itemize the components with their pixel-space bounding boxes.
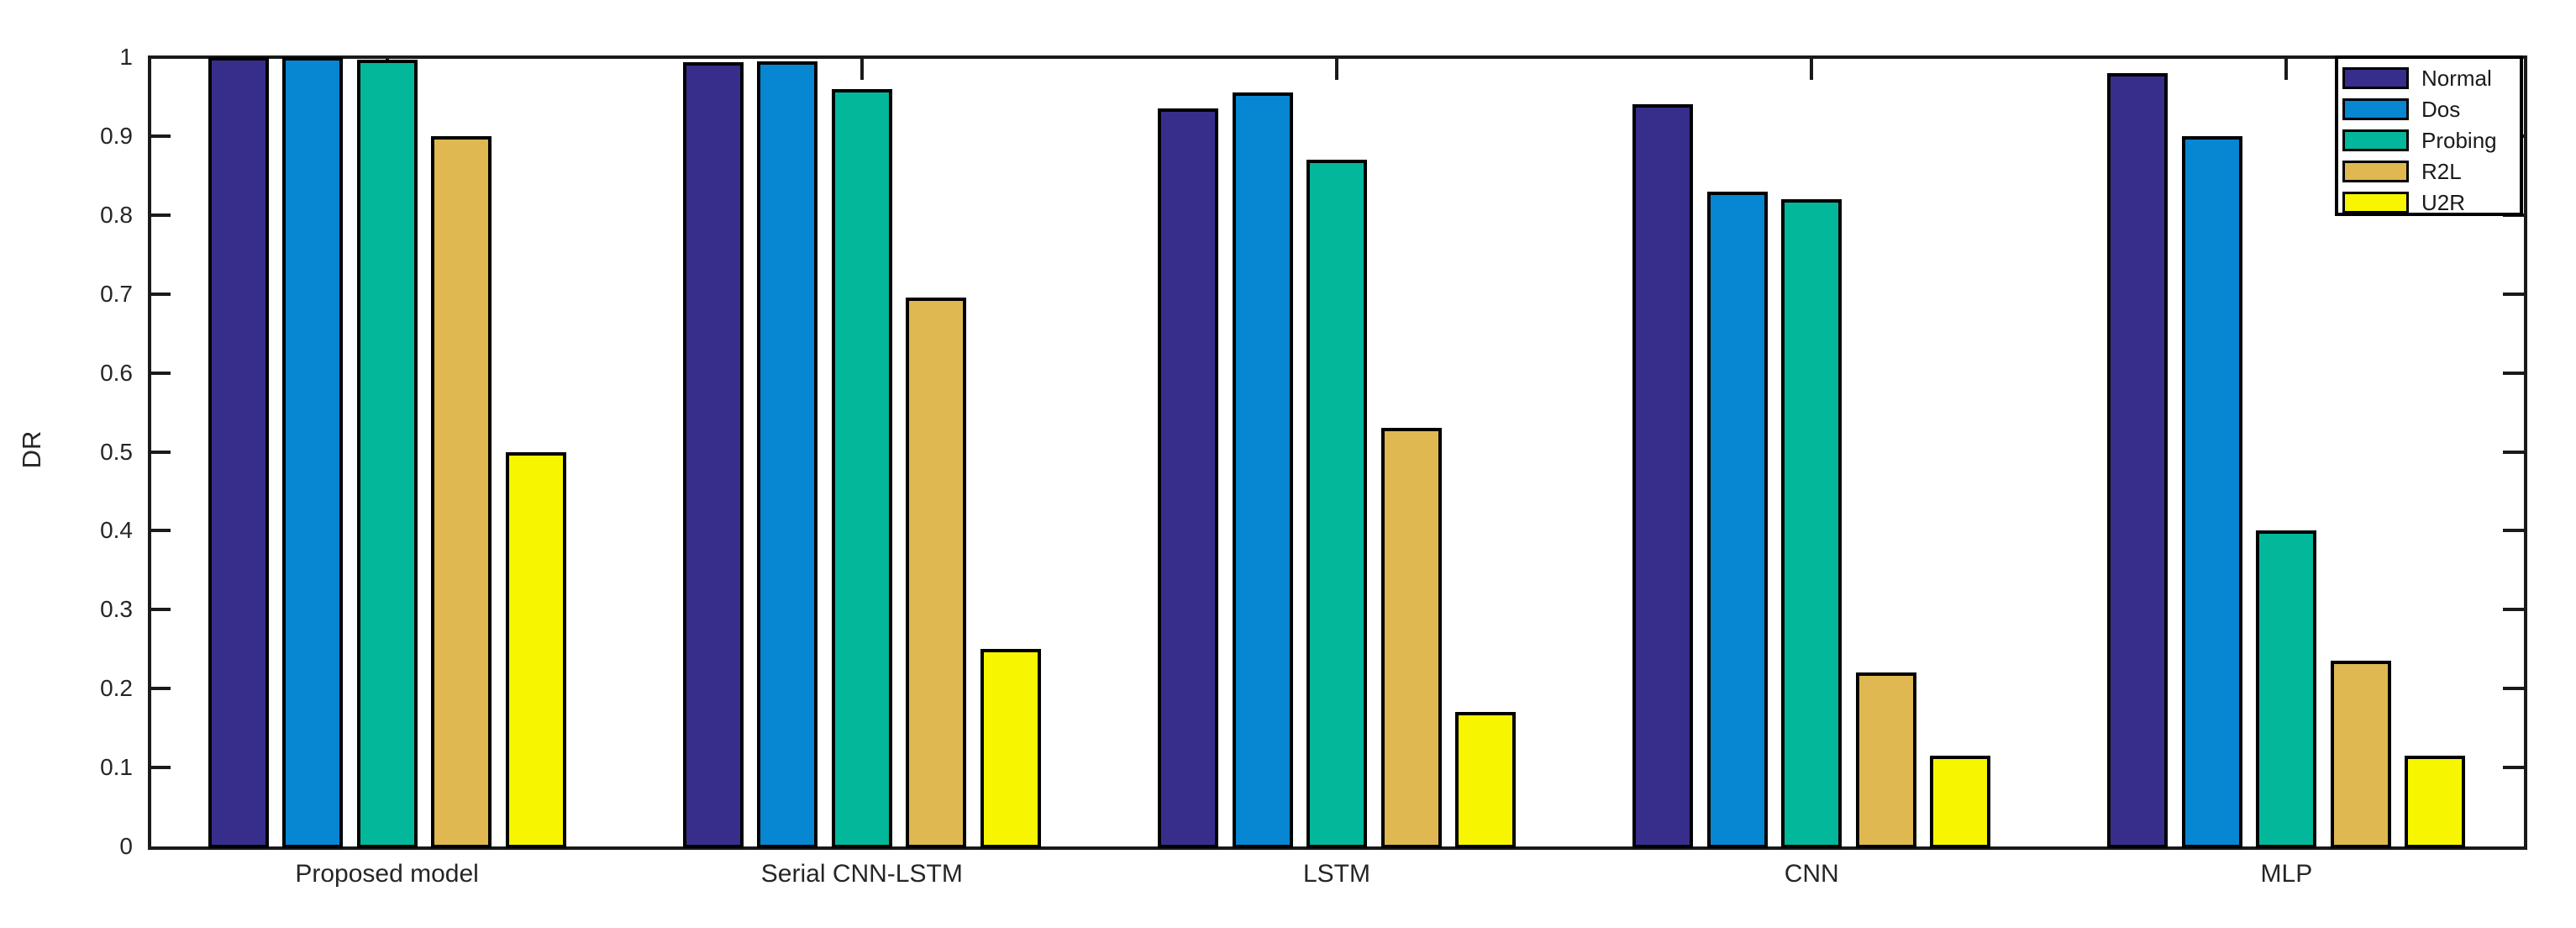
bar-probing-2: [831, 88, 892, 848]
x-tick-top: [860, 59, 864, 80]
bar-normal-5: [2107, 72, 2169, 848]
bar-probing-4: [1781, 199, 1843, 848]
x-tick-top: [1335, 59, 1338, 80]
legend-item-u2r: U2R: [2342, 190, 2519, 215]
y-tick-label: 1: [119, 44, 133, 70]
legend-item-r2l: R2L: [2342, 159, 2519, 184]
bar-r2l-1: [431, 135, 492, 848]
legend-swatch-r2l: [2342, 161, 2409, 182]
y-tick-right: [2503, 766, 2524, 770]
y-tick-left: [150, 529, 171, 533]
bar-dos-2: [757, 61, 818, 848]
bar-u2r-5: [2405, 756, 2466, 848]
bar-r2l-3: [1380, 428, 1442, 848]
y-tick-label: 0.9: [100, 122, 133, 149]
legend-item-dos: Dos: [2342, 97, 2519, 122]
y-tick-right: [2503, 450, 2524, 454]
y-tick-label: 0.4: [100, 517, 133, 544]
bar-u2r-3: [1455, 712, 1516, 848]
bar-u2r-2: [980, 649, 1041, 848]
legend-label: Normal: [2421, 66, 2492, 91]
x-category-label: Serial CNN-LSTM: [760, 860, 963, 888]
y-tick-left: [150, 450, 171, 454]
x-tick-top: [2284, 59, 2289, 80]
y-tick-label: 0: [119, 833, 133, 859]
bar-normal-4: [1632, 104, 1694, 848]
legend-label: R2L: [2421, 159, 2462, 184]
x-category-label: Proposed model: [295, 860, 479, 888]
bar-probing-1: [356, 59, 418, 848]
bar-normal-2: [682, 61, 744, 848]
y-tick-left: [150, 292, 171, 296]
legend-item-normal: Normal: [2342, 66, 2519, 91]
x-category-label: CNN: [1784, 860, 1839, 888]
y-tick-label: 0.1: [100, 754, 133, 781]
x-category-label: LSTM: [1302, 860, 1370, 888]
bar-dos-4: [1706, 191, 1768, 848]
y-tick-left: [150, 371, 171, 375]
bar-u2r-4: [1930, 756, 1991, 848]
y-tick-left: [150, 766, 171, 770]
y-tick-label: 0.6: [100, 359, 133, 386]
legend-label: U2R: [2421, 190, 2466, 215]
y-tick-label: 0.8: [100, 201, 133, 228]
y-tick-right: [2503, 687, 2524, 691]
y-tick-right: [2503, 608, 2524, 612]
legend: Normal Dos Probing R2L U2R: [2335, 55, 2523, 216]
y-tick-label: 0.5: [100, 438, 133, 465]
y-tick-label: 0.7: [100, 280, 133, 307]
legend-swatch-probing: [2342, 129, 2409, 151]
y-tick-left: [150, 687, 171, 691]
y-tick-label: 0.2: [100, 675, 133, 702]
y-tick-label: 0.3: [100, 596, 133, 623]
bar-r2l-5: [2330, 661, 2391, 848]
y-tick-right: [2503, 529, 2524, 533]
y-tick-left: [150, 213, 171, 217]
bar-r2l-2: [906, 298, 967, 848]
bar-normal-1: [208, 57, 269, 848]
legend-label: Probing: [2421, 128, 2497, 153]
legend-swatch-normal: [2342, 67, 2409, 89]
bar-probing-3: [1306, 160, 1367, 848]
bar-dos-3: [1232, 92, 1293, 848]
legend-swatch-dos: [2342, 98, 2409, 120]
legend-swatch-u2r: [2342, 192, 2409, 214]
legend-item-probing: Probing: [2342, 128, 2519, 153]
x-tick-top: [1810, 59, 1814, 80]
bar-u2r-1: [505, 451, 566, 848]
bar-r2l-4: [1855, 672, 1916, 848]
bar-dos-5: [2181, 135, 2242, 848]
y-tick-left: [150, 608, 171, 612]
legend-label: Dos: [2421, 97, 2461, 122]
bar-dos-1: [282, 57, 344, 848]
x-category-label: MLP: [2260, 860, 2313, 888]
y-tick-right: [2503, 371, 2524, 375]
y-tick-right: [2503, 292, 2524, 296]
y-tick-left: [150, 134, 171, 138]
bar-probing-5: [2256, 530, 2317, 848]
bar-normal-3: [1158, 108, 1218, 848]
